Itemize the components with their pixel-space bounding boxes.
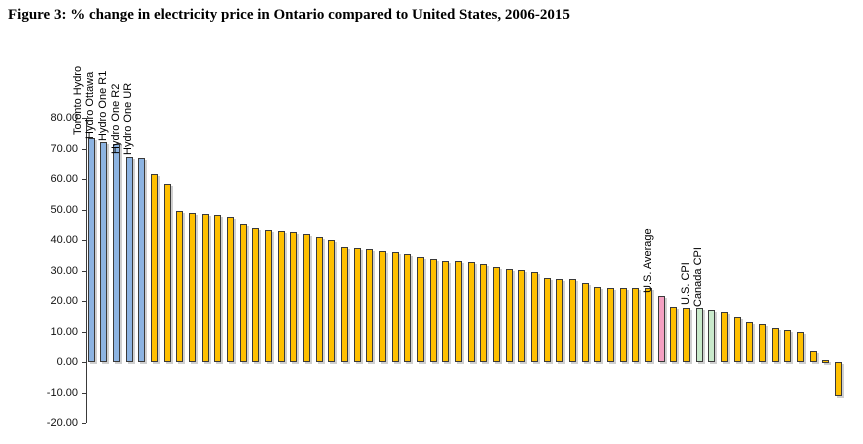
y-tick-label: 60.00: [50, 173, 78, 185]
bar: [214, 214, 222, 362]
bar-label-hydro-one-r1: Hydro One R1: [96, 70, 109, 141]
bar: [290, 232, 298, 362]
bar: [366, 248, 374, 362]
bar: [201, 213, 209, 362]
bar-toronto-hydro: [87, 138, 95, 362]
y-tick-label: 80.00: [50, 112, 78, 124]
bar: [264, 229, 272, 362]
bar: [809, 351, 817, 362]
bar: [784, 329, 792, 362]
bar: [252, 228, 260, 362]
bar: [505, 268, 513, 362]
bar: [442, 260, 450, 362]
bar: [378, 250, 386, 362]
bar: [163, 183, 171, 362]
y-tick-label: 50.00: [50, 203, 78, 216]
y-tick-label: 10.00: [50, 325, 78, 338]
bar: [594, 286, 602, 362]
bar: [543, 277, 551, 362]
y-tick-label: -20.00: [46, 417, 78, 429]
bar-label-hydro-one-r2: Hydro One R2: [109, 83, 122, 154]
bar-canada-cpi: [708, 310, 716, 362]
y-axis-tick: [82, 118, 86, 119]
bar: [467, 261, 475, 362]
bar: [568, 279, 576, 362]
bar: [353, 247, 361, 362]
y-tick-label: 40.00: [50, 234, 78, 246]
y-axis-tick: [82, 148, 86, 150]
bar: [416, 256, 424, 362]
bar: [150, 173, 158, 362]
y-tick-label: 20.00: [50, 295, 78, 307]
bar-hydro-one-r1: [112, 143, 120, 362]
bar: [404, 254, 412, 362]
bar: [277, 230, 285, 362]
bar: [328, 240, 336, 362]
y-axis-tick: [82, 331, 86, 333]
y-axis-tick: [82, 179, 86, 180]
bar: [670, 306, 678, 362]
bar: [720, 311, 728, 362]
bar: [239, 224, 247, 362]
y-axis-tick: [82, 301, 86, 302]
bar-label-u-s-average: U.S. Average: [641, 228, 654, 294]
bar-label-toronto-hydro: Toronto Hydro: [71, 66, 84, 136]
y-axis-tick: [82, 270, 86, 272]
y-axis-tick: [82, 423, 86, 424]
bar-label-canada-cpi: Canada CPI: [692, 247, 705, 308]
bar-u-s-average: [657, 296, 665, 362]
bar-label-u-s-cpi: U.S. CPI: [679, 262, 692, 305]
y-axis-tick: [82, 362, 86, 363]
bar: [188, 212, 196, 362]
bar: [429, 258, 437, 362]
y-axis-line: [86, 118, 87, 423]
bar-label-hydro-ottawa: Hydro Ottawa: [84, 71, 97, 139]
bar-hydro-one-r2: [125, 156, 133, 362]
bar: [771, 328, 779, 362]
bar: [581, 283, 589, 362]
bar: [302, 233, 310, 362]
bar: [454, 261, 462, 362]
bar: [340, 246, 348, 362]
bar: [518, 270, 526, 362]
bar: [530, 272, 538, 362]
y-axis-tick: [82, 240, 86, 241]
bar: [632, 288, 640, 362]
bar: [315, 237, 323, 362]
y-tick-label: -10.00: [46, 386, 78, 399]
bar: [822, 359, 830, 363]
y-axis-tick: [82, 209, 86, 211]
bar: [796, 332, 804, 362]
y-tick-label: 70.00: [50, 142, 78, 155]
y-tick-label: 0.00: [56, 356, 78, 368]
bar: [746, 321, 754, 362]
bar: [834, 362, 842, 397]
bar-u-s-cpi: [695, 308, 703, 362]
bar: [619, 288, 627, 362]
bar: [733, 316, 741, 362]
y-tick-label: 30.00: [50, 264, 78, 277]
bar: [606, 287, 614, 362]
bar-label-hydro-one-ur: Hydro One UR: [122, 83, 135, 156]
bar: [480, 263, 488, 362]
bar: [644, 288, 652, 362]
bar-hydro-one-ur: [138, 158, 146, 362]
bar: [758, 323, 766, 362]
bar: [391, 251, 399, 362]
y-axis-tick: [82, 392, 86, 394]
bar: [492, 266, 500, 362]
bar: [682, 307, 690, 362]
bar: [556, 279, 564, 362]
bar: [226, 216, 234, 362]
bar: [176, 211, 184, 362]
figure-title: Figure 3: % change in electricity price …: [8, 7, 570, 23]
bar-hydro-ottawa: [100, 141, 108, 362]
